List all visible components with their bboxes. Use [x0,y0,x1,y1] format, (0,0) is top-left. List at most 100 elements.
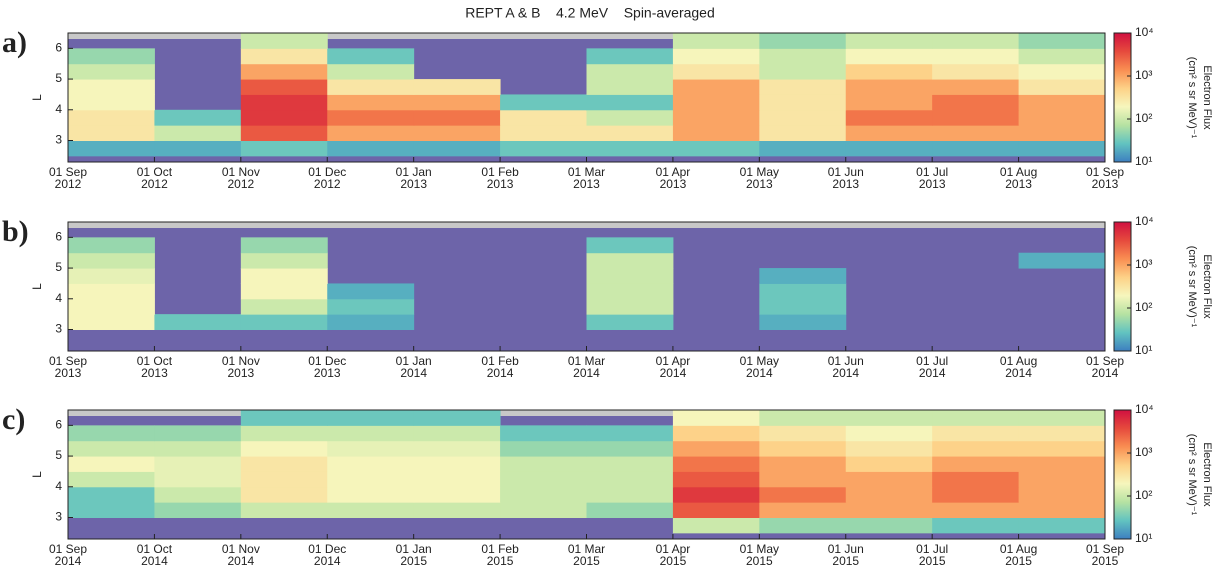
heatmap-cell [932,33,1020,49]
heatmap-cell [240,410,328,426]
y-tick-label: 6 [55,418,62,432]
heatmap-cell [932,425,1020,442]
heatmap-cell [500,109,587,126]
x-tick-label: 01 May 2015 [740,542,779,568]
heatmap-cell [932,125,1020,141]
y-tick-label: 3 [55,510,62,524]
x-tick-label: 01 Jan 2013 [396,165,432,191]
heatmap-cell [672,94,760,111]
heatmap-cell [500,140,587,157]
heatmap-cell [1018,33,1106,49]
heatmap-cell [586,94,674,111]
no-coverage [68,33,1105,39]
no-coverage [68,222,1105,228]
heatmap-cell [154,471,242,488]
colorbar-tick-label: 10³ [1135,445,1152,459]
heatmap-cell [672,33,760,49]
heatmap-cell [672,502,760,518]
heatmap-cell [327,486,415,503]
heatmap-cell [759,502,847,518]
heatmap-cell [932,48,1020,65]
y-tick-label: 5 [55,260,62,274]
heatmap-cell [327,410,415,426]
heatmap-cell [68,268,155,284]
heatmap-cell [586,268,674,284]
y-axis-label: L [30,94,44,101]
heatmap-cell [327,502,415,518]
heatmap-cell [586,440,674,457]
heatmap-cell [1018,94,1106,111]
x-tick-label: 01 Oct 2014 [137,542,173,568]
heatmap-cell [1018,517,1106,534]
x-tick-label: 01 Mar 2014 [568,354,605,380]
heatmap-cell [68,63,155,80]
x-tick-label: 01 Jul 2015 [916,542,948,568]
colorbar-unit: (cm² s sr MeV)⁻¹ [1186,434,1198,516]
no-coverage [68,410,1105,416]
heatmap-cell [586,298,674,315]
heatmap-cell [586,125,674,141]
heatmap-cell [327,283,415,300]
heatmap-cell [672,79,760,95]
heatmap-cell [413,109,501,126]
heatmap-cell [1018,252,1106,269]
heatmap-cell [759,440,847,457]
x-tick-label: 01 Aug 2014 [1000,354,1037,380]
heatmap-cell [759,314,847,330]
heatmap-cell [759,283,847,300]
x-tick-label: 01 Dec 2012 [308,165,346,191]
colorbar-tick-label: 10² [1135,300,1152,314]
heatmap-cell [413,486,501,503]
x-tick-label: 01 Sep 2015 [1086,542,1124,568]
heatmap-cell [759,298,847,315]
colorbar-unit: (cm² s sr MeV)⁻¹ [1186,57,1198,139]
heatmap-cell [845,94,933,111]
heatmap-cell [68,425,155,442]
heatmap-cell [845,33,933,49]
heatmap-cell [500,486,587,503]
heatmap-cell [68,486,155,503]
y-tick-label: 4 [55,479,62,493]
heatmap-cell [240,268,328,284]
heatmap-cell [327,63,415,80]
heatmap-cell [240,33,328,49]
heatmap-cell [327,94,415,111]
heatmap-cell [1018,125,1106,141]
heatmap-cell [240,486,328,503]
x-tick-label: 01 Mar 2015 [568,542,605,568]
heatmap-cell [586,486,674,503]
heatmap-cell [759,33,847,49]
heatmap-cell [154,109,242,126]
heatmap-cell [240,425,328,442]
heatmap-cell [327,456,415,472]
colorbar-tick-label: 10² [1135,488,1152,502]
heatmap-cell [586,283,674,300]
colorbar-tick-label: 10¹ [1135,154,1152,168]
heatmap-cell [672,440,760,457]
heatmap-cell [586,502,674,518]
heatmap-cell [1018,502,1106,518]
heatmap-cell [240,94,328,111]
y-axis-label: L [30,471,44,478]
heatmap-cell [327,125,415,141]
panel-label: a) [2,26,27,59]
heatmap-cell [154,140,242,157]
x-tick-label: 01 Feb 2014 [481,354,519,380]
x-tick-label: 01 Feb 2013 [481,165,519,191]
heatmap-cell [500,440,587,457]
heatmap-cell [327,314,415,330]
x-tick-label: 01 Sep 2014 [1086,354,1124,380]
heatmap-cell [586,237,674,254]
x-tick-label: 01 Jun 2013 [828,165,864,191]
heatmap-cell [500,94,587,111]
heatmap-cell [586,456,674,472]
heatmap-cell [845,109,933,126]
heatmap-cell [759,94,847,111]
heatmap-cell [759,456,847,472]
x-tick-label: 01 Sep 2014 [49,542,87,568]
heatmap-cell [845,48,933,65]
heatmap-cell [672,48,760,65]
heatmap-cell [327,471,415,488]
heatmap-cell [845,125,933,141]
